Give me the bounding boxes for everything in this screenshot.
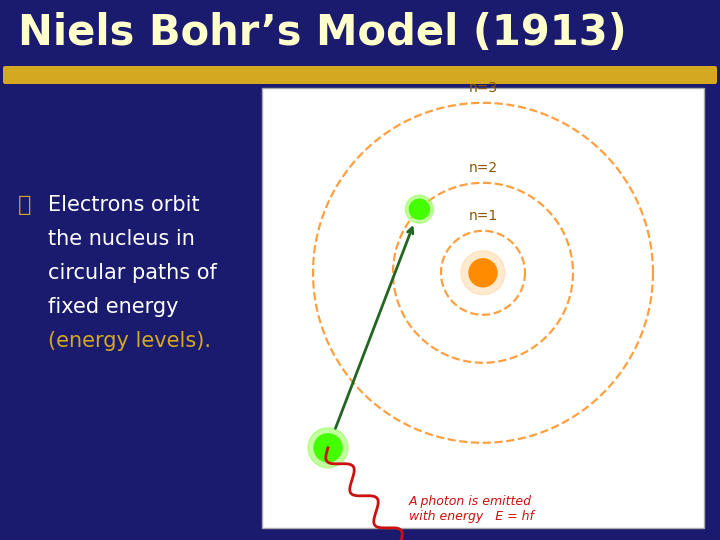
Text: n=3: n=3 (469, 81, 498, 95)
Circle shape (405, 195, 433, 223)
Text: circular paths of: circular paths of (48, 263, 217, 283)
Circle shape (469, 259, 497, 287)
Circle shape (410, 199, 429, 219)
Text: Electrons orbit: Electrons orbit (48, 195, 199, 215)
Text: n=2: n=2 (469, 161, 498, 175)
FancyBboxPatch shape (262, 88, 704, 528)
Circle shape (308, 428, 348, 468)
Circle shape (461, 251, 505, 295)
Text: the nucleus in: the nucleus in (48, 229, 195, 249)
Text: n=1: n=1 (469, 209, 498, 223)
Text: (energy levels).: (energy levels). (48, 331, 211, 351)
Text: ⎄: ⎄ (18, 195, 32, 215)
Text: Niels Bohr’s Model (1913): Niels Bohr’s Model (1913) (18, 12, 626, 54)
Circle shape (314, 434, 342, 462)
Text: fixed energy: fixed energy (48, 297, 179, 317)
FancyBboxPatch shape (3, 66, 717, 84)
Text: A photon is emitted
with energy   E = hf: A photon is emitted with energy E = hf (409, 495, 534, 523)
